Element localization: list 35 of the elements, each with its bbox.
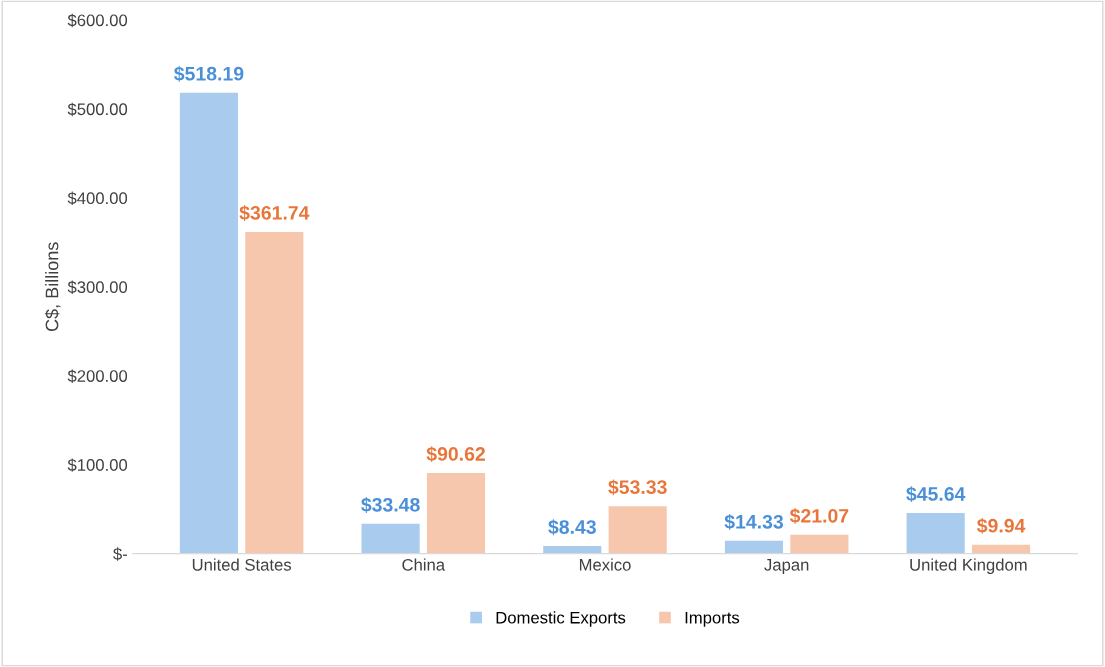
legend-label: Domestic Exports — [496, 611, 626, 627]
data-label: $53.33 — [608, 479, 667, 496]
bar — [608, 506, 667, 554]
data-label: $518.19 — [174, 65, 244, 82]
y-tick-label: $500.00 — [67, 102, 128, 117]
y-tick-label: $300.00 — [67, 280, 128, 295]
data-label: $90.62 — [426, 446, 485, 463]
bar — [179, 92, 238, 554]
x-tick-label: Mexico — [579, 558, 631, 571]
y-tick-label: $- — [113, 547, 127, 561]
data-label: $9.94 — [976, 517, 1026, 534]
bar — [790, 534, 849, 554]
data-label: $45.64 — [906, 486, 966, 503]
bar — [245, 231, 304, 554]
y-tick-label: $200.00 — [67, 369, 128, 383]
bar — [906, 513, 965, 554]
y-tick-label: $100.00 — [67, 458, 128, 472]
data-label: $21.07 — [789, 508, 849, 524]
legend-label: Imports — [685, 611, 740, 627]
x-tick-label: United Kingdom — [910, 558, 1027, 575]
bar — [972, 544, 1031, 554]
y-axis-title: C$, Billions — [44, 242, 61, 332]
data-label: $361.74 — [239, 205, 310, 221]
y-tick-label: $600.00 — [67, 13, 128, 28]
data-label: $33.48 — [361, 497, 420, 513]
bar — [543, 546, 602, 554]
y-tick-label: $400.00 — [67, 191, 128, 206]
bar — [426, 473, 486, 554]
x-tick-label: United States — [192, 558, 292, 571]
data-label: $8.43 — [548, 519, 596, 536]
x-tick-label: China — [402, 558, 446, 571]
bar — [361, 523, 420, 554]
data-label: $14.33 — [724, 514, 784, 530]
bar — [724, 540, 784, 554]
x-tick-label: Japan — [764, 559, 809, 575]
